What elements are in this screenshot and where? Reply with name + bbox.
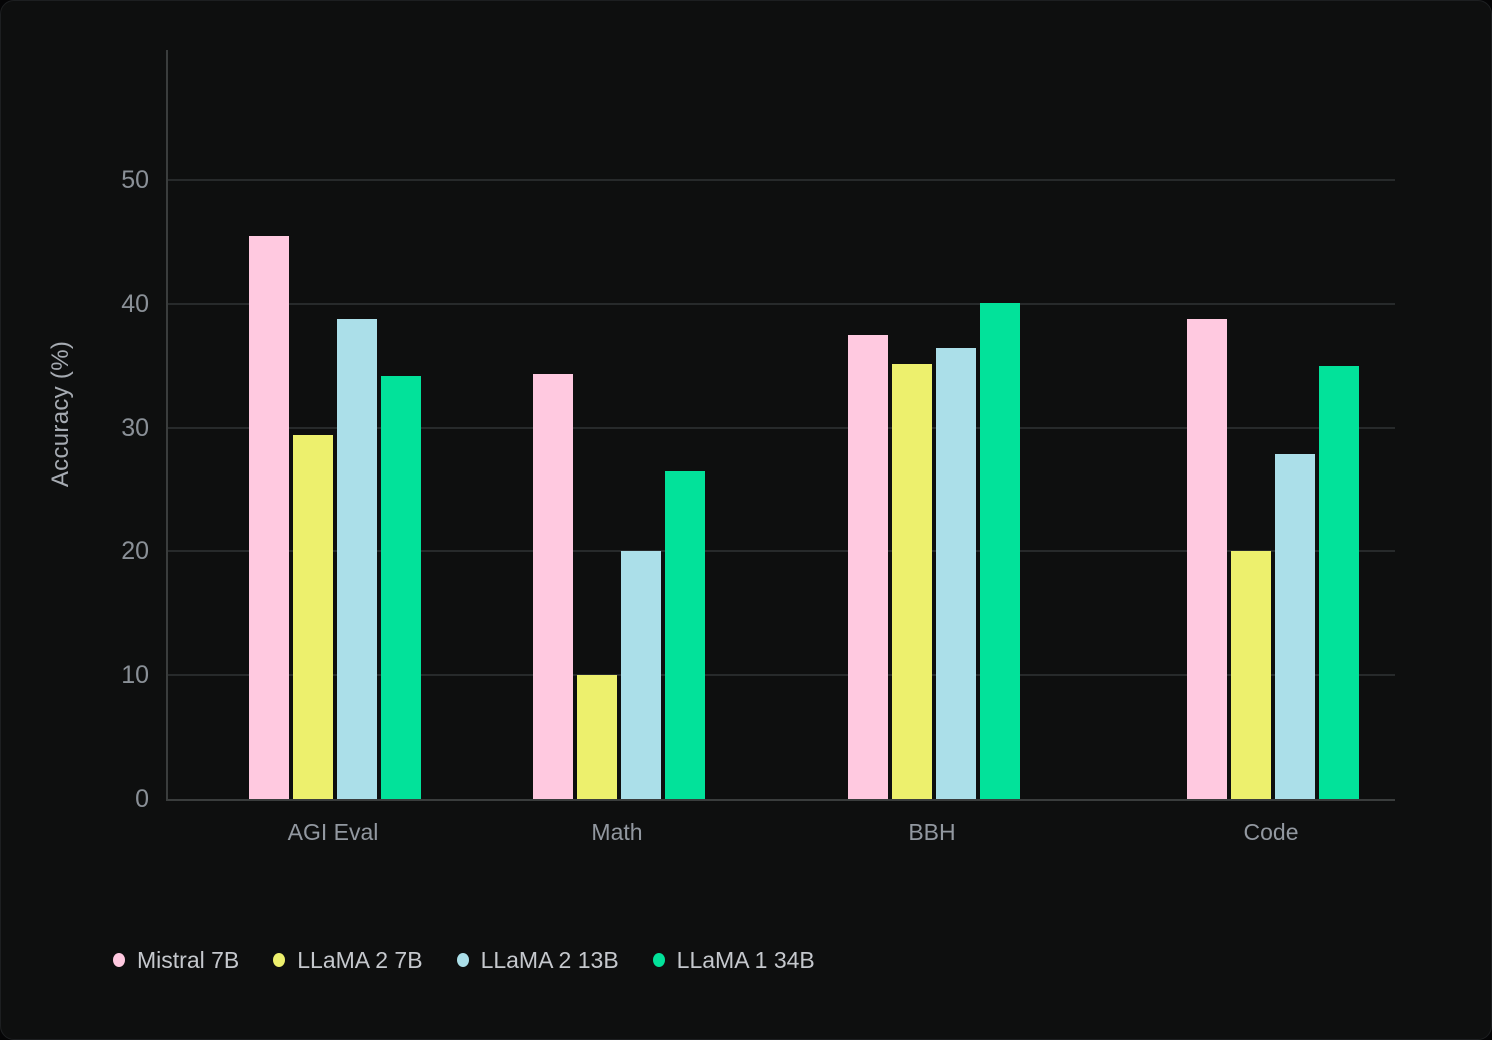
legend-dot-llama-2-7b — [273, 953, 286, 967]
legend-item-mistral-7b: Mistral 7B — [113, 947, 239, 974]
legend-label-llama-2-7b: LLaMA 2 7B — [297, 946, 423, 973]
bar-llama-1-34b-code — [1319, 365, 1359, 799]
gridline-20 — [168, 550, 1395, 553]
bar-mistral-7b-math — [533, 374, 573, 799]
legend-item-llama-2-13b: LLaMA 2 13B — [456, 946, 619, 974]
bar-mistral-7b-code — [1187, 318, 1227, 799]
bar-llama-2-7b-bbh — [892, 364, 932, 799]
bar-llama-1-34b-bbh — [980, 302, 1020, 799]
legend-item-llama-1-34b: LLaMA 1 34B — [652, 946, 815, 974]
x-axis-label-math: Math — [591, 819, 643, 845]
bar-llama-2-13b-code — [1275, 453, 1315, 799]
bar-llama-2-13b-bbh — [936, 348, 976, 799]
bar-llama-2-7b-agi-eval — [293, 435, 333, 799]
bar-llama-1-34b-math — [665, 470, 705, 799]
bar-mistral-7b-agi-eval — [249, 235, 289, 799]
x-axis-label-bbh: BBH — [908, 819, 956, 845]
y-tick-label-30: 30 — [121, 413, 149, 442]
x-axis-label-code: Code — [1243, 819, 1299, 845]
bar-mistral-7b-bbh — [848, 334, 888, 799]
bar-llama-2-13b-math — [621, 551, 661, 799]
legend-label-llama-2-13b: LLaMA 2 13B — [480, 946, 619, 973]
y-tick-label-10: 10 — [121, 661, 149, 690]
y-tick-label-50: 50 — [121, 166, 149, 194]
bar-group-agi-eval — [249, 50, 421, 799]
y-tick-label-0: 0 — [135, 785, 149, 813]
plot-area — [166, 50, 1395, 801]
legend-dot-llama-2-13b — [456, 953, 469, 967]
bar-llama-2-7b-code — [1231, 551, 1271, 799]
x-axis-label-agi-eval: AGI Eval — [287, 819, 379, 845]
bar-llama-2-13b-agi-eval — [337, 318, 377, 799]
gridline-30 — [168, 426, 1395, 429]
gridline-40 — [168, 302, 1395, 305]
legend-label-llama-1-34b: LLaMA 1 34B — [676, 946, 815, 973]
y-tick-label-20: 20 — [121, 537, 149, 566]
bar-llama-2-7b-math — [577, 675, 617, 799]
gridline-10 — [168, 674, 1395, 677]
y-tick-label-40: 40 — [121, 289, 149, 318]
legend-dot-llama-1-34b — [652, 953, 665, 967]
legend-label-mistral-7b: Mistral 7B — [137, 946, 240, 973]
bar-group-math — [533, 50, 705, 799]
bar-group-code — [1187, 50, 1359, 799]
legend: Mistral 7B LLaMA 2 7B LLaMA 2 13B LLaMA 1 3… — [113, 943, 815, 977]
gridline-50 — [168, 179, 1395, 181]
legend-item-llama-2-7b: LLaMA 2 7B — [273, 946, 423, 974]
bar-llama-1-34b-agi-eval — [381, 375, 421, 799]
legend-dot-mistral-7b — [113, 953, 125, 967]
bar-group-bbh — [848, 50, 1020, 799]
